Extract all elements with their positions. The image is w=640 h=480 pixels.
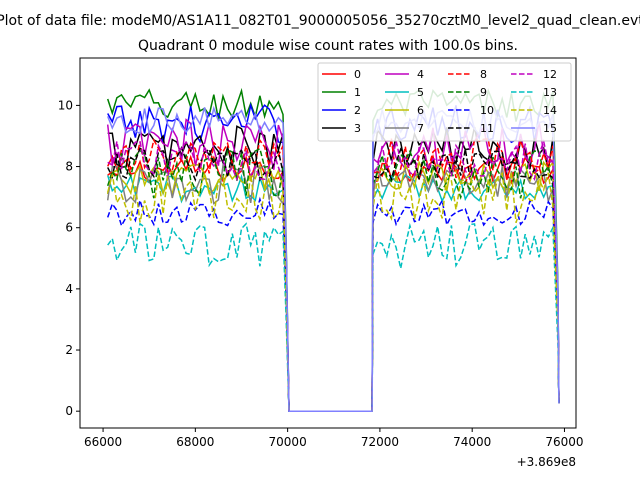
legend-label: 2 (354, 104, 361, 117)
legend-label: 0 (354, 68, 361, 81)
chart-title: Quadrant 0 module wise count rates with … (138, 38, 518, 54)
legend-label: 10 (480, 104, 494, 117)
legend-box (317, 62, 572, 142)
x-tick-label: 76000 (545, 435, 583, 449)
series-line-13 (107, 222, 560, 412)
x-ticks: 66000 68000 70000 72000 74000 76000 (84, 428, 584, 449)
legend-label: 7 (417, 122, 424, 135)
legend-label: 12 (543, 68, 557, 81)
y-tick-label: 2 (65, 343, 73, 357)
y-tick-label: 0 (65, 404, 73, 418)
legend-label: 3 (354, 122, 361, 135)
series-line-5 (106, 173, 560, 412)
legend-label: 9 (480, 86, 487, 99)
legend-label: 11 (480, 122, 494, 135)
legend-label: 13 (543, 86, 557, 99)
series-line-7 (106, 163, 560, 412)
x-tick-label: 68000 (176, 435, 214, 449)
series-line-14 (106, 170, 560, 412)
y-tick-label: 8 (65, 160, 73, 174)
series-line-12 (107, 138, 560, 412)
y-tick-label: 4 (65, 282, 73, 296)
x-offset-label: +3.869e8 (517, 455, 576, 469)
y-ticks: 0 2 4 6 8 10 (58, 98, 80, 418)
x-tick-label: 70000 (269, 435, 307, 449)
x-tick-label: 66000 (84, 435, 122, 449)
legend-label: 14 (543, 104, 557, 117)
legend-label: 15 (543, 122, 557, 135)
series-line-9 (106, 147, 560, 412)
axes-frame (79, 57, 577, 429)
x-tick-label: 74000 (453, 435, 491, 449)
series-line-8 (107, 137, 560, 412)
series-line-15 (107, 105, 560, 412)
chart-header-line1: Plot of data file: modeM0/AS1A11_082T01_… (0, 13, 640, 29)
legend-label: 6 (417, 104, 424, 117)
legend-label: 1 (354, 86, 361, 99)
legend-label: 5 (417, 86, 424, 99)
legend-label: 8 (480, 68, 487, 81)
y-tick-label: 6 (65, 221, 73, 235)
y-tick-label: 10 (58, 98, 73, 112)
legend-label: 4 (417, 68, 424, 81)
x-tick-label: 72000 (361, 435, 399, 449)
series-line-0 (107, 153, 560, 412)
series-line-6 (106, 160, 560, 412)
